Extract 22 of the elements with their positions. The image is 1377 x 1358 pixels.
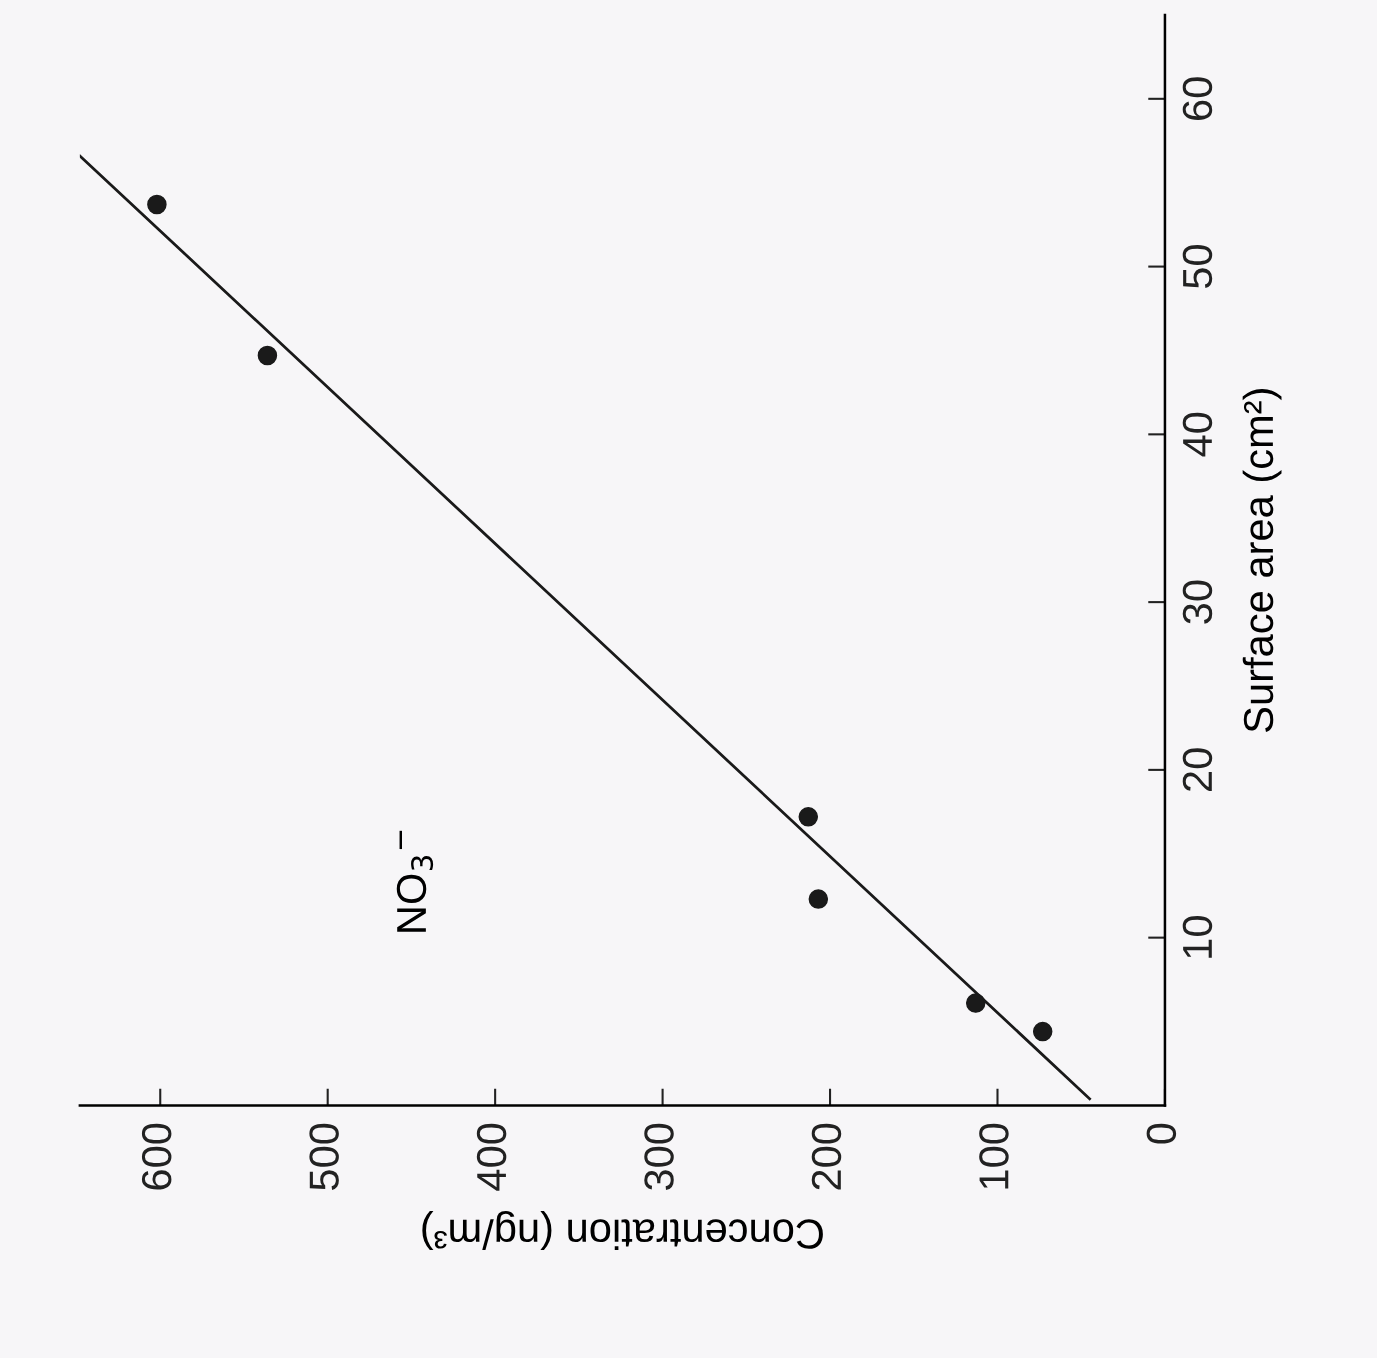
point — [798, 807, 819, 827]
x-tick-label: 200 — [811, 1123, 842, 1190]
y-axis-title: Surface area (cm²) — [1242, 389, 1282, 732]
x-tick-label: 600 — [141, 1123, 172, 1190]
y-tick-label: 50 — [1182, 245, 1213, 289]
y-tick-label: 20 — [1182, 748, 1213, 791]
x-tick-label: 0 — [1146, 1123, 1177, 1144]
point — [808, 889, 829, 909]
y-tick-label: 40 — [1182, 412, 1213, 457]
x-tick-label: 500 — [309, 1123, 339, 1190]
y-tick-label: 10 — [1182, 916, 1213, 958]
x-axis-title: Concentration (ng/m³) — [422, 1211, 823, 1250]
point — [147, 194, 167, 215]
y-tick-label: 30 — [1182, 580, 1213, 624]
y-tick-label: 60 — [1182, 77, 1213, 120]
x-tick-label: 100 — [979, 1123, 1009, 1189]
x-tick-label: 400 — [476, 1123, 507, 1191]
point — [1032, 1021, 1053, 1042]
point — [965, 993, 986, 1013]
annotation: NO$_{3}$$^{−}$ — [396, 830, 434, 932]
point — [257, 345, 278, 366]
x-tick-label: 300 — [644, 1123, 674, 1190]
